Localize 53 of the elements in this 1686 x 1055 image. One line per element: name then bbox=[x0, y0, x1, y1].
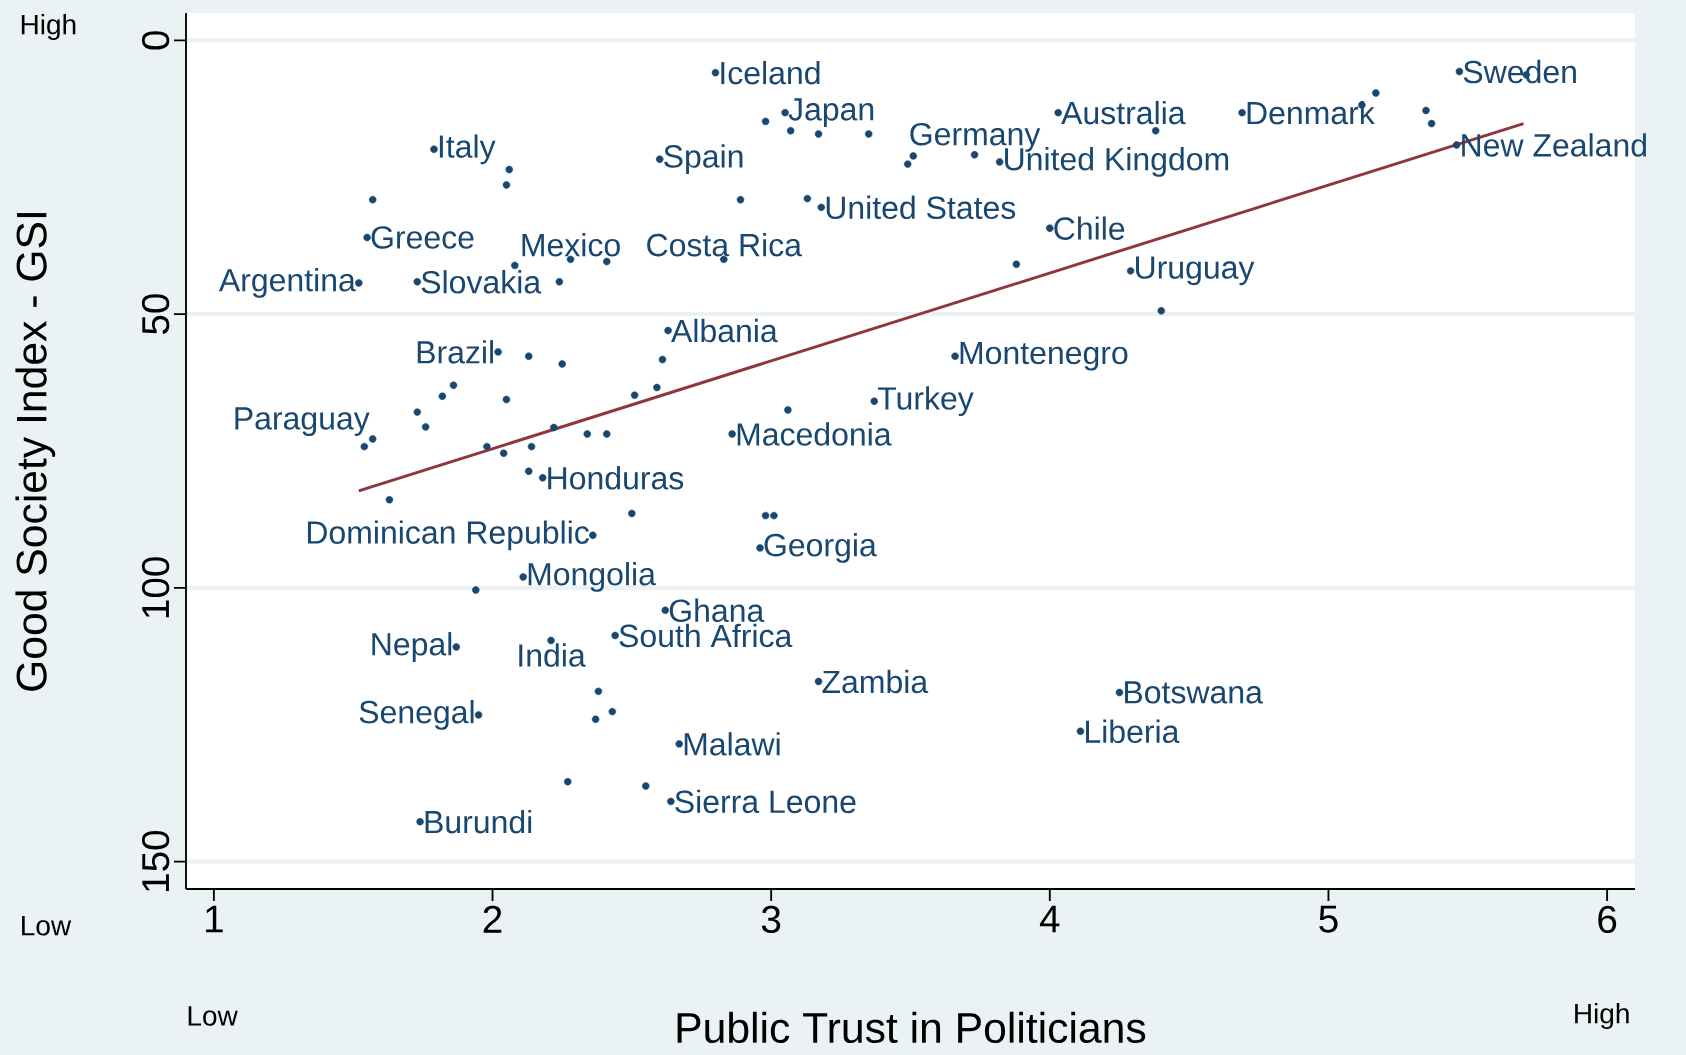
text: High bbox=[21, 13, 76, 41]
x-tick-label: 1 bbox=[206, 905, 223, 933]
y-axis-title: Good Society Index - GSI bbox=[15, 213, 56, 691]
annotation: Ghana bbox=[669, 598, 765, 623]
annotation: Botswana bbox=[1125, 681, 1263, 704]
annotation: New Zealand bbox=[1462, 133, 1646, 157]
annotation: India bbox=[519, 643, 586, 667]
annotation: Honduras bbox=[548, 466, 684, 490]
annotation: Turkey bbox=[877, 386, 974, 417]
annotation: Mongolia bbox=[528, 562, 656, 592]
annotation: Sierra Leone bbox=[675, 789, 856, 814]
annotation: Senegal bbox=[359, 699, 474, 730]
annotation: Zambia bbox=[822, 669, 929, 694]
x-tick-label: 3 bbox=[761, 905, 781, 934]
annotation: Slovakia bbox=[421, 270, 542, 294]
annotation: Paraguay bbox=[235, 407, 370, 437]
text: Low bbox=[22, 916, 72, 936]
y-tick-label: 0 bbox=[141, 31, 170, 50]
annotation: Costa Rica bbox=[647, 232, 802, 257]
x-tick-label: 5 bbox=[1319, 905, 1338, 933]
annotation: Liberia bbox=[1086, 719, 1180, 744]
annotation: Nepal bbox=[372, 632, 452, 662]
annotation: Albania bbox=[671, 318, 778, 343]
annotation: Montenegro bbox=[960, 341, 1128, 371]
x-tick-label: 2 bbox=[483, 905, 502, 933]
annotation: Iceland bbox=[721, 60, 820, 85]
annotation: Sweden bbox=[1463, 59, 1576, 84]
annotation: Mexico bbox=[522, 232, 620, 257]
annotation: Argentina bbox=[218, 268, 356, 298]
annotation: Malawi bbox=[684, 732, 780, 756]
annotation: Italy bbox=[439, 134, 496, 165]
y-tick-label: 50 bbox=[141, 294, 170, 335]
annotation: Dominican Republic bbox=[307, 520, 589, 551]
annotation: Australia bbox=[1061, 100, 1186, 125]
x-axis-title: Public Trust in Politicians bbox=[677, 1011, 1146, 1044]
annotation: Greece bbox=[371, 226, 474, 249]
x-tick-label: 4 bbox=[1039, 905, 1060, 933]
annotation: Spain bbox=[664, 144, 743, 175]
text: High bbox=[1575, 1002, 1629, 1030]
y-tick-label: 150 bbox=[141, 830, 170, 891]
text: Low bbox=[188, 1006, 238, 1026]
annotation: Uruguay bbox=[1136, 256, 1255, 286]
annotation: Chile bbox=[1054, 216, 1125, 240]
annotation: Brazil bbox=[417, 340, 494, 364]
annotation: Macedonia bbox=[737, 422, 892, 446]
x-tick-label: 6 bbox=[1598, 905, 1617, 934]
y-tick-label: 100 bbox=[141, 557, 170, 618]
annotation: Georgia bbox=[764, 532, 877, 563]
annotation: Japan bbox=[788, 98, 874, 127]
annotation: Denmark bbox=[1247, 100, 1375, 125]
annotation: South Africa bbox=[619, 623, 793, 648]
annotation: United States bbox=[826, 195, 1016, 220]
annotation: Burundi bbox=[425, 809, 532, 834]
